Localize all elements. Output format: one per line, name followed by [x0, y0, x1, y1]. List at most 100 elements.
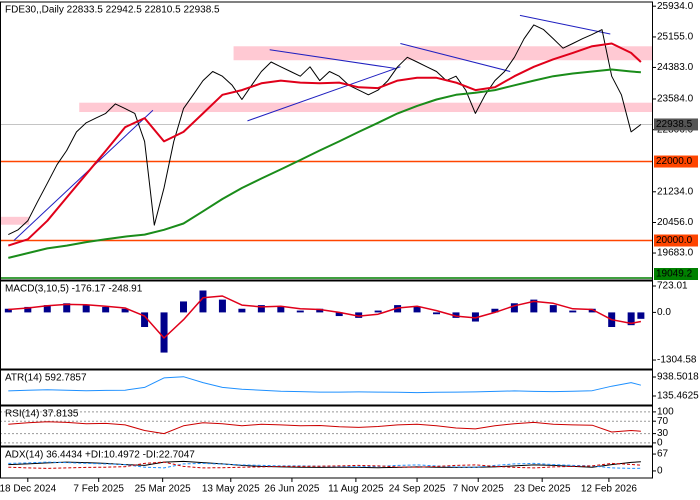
y-tick-label: 938.5018 [657, 372, 699, 383]
histogram-bar [4, 308, 12, 313]
histogram-bar [588, 308, 596, 313]
pane-frame [0, 405, 653, 447]
zone [79, 102, 652, 113]
histogram-bar [121, 308, 129, 313]
histogram-bar [433, 312, 441, 315]
pane [8, 376, 642, 394]
histogram-bar [257, 305, 265, 313]
pane-frame [0, 280, 653, 370]
pane-frame [0, 1, 653, 281]
x-tick-label: 11 Aug 2025 [328, 484, 384, 495]
histogram-bar [160, 312, 168, 353]
y-tick-label: 25934.0 [657, 1, 694, 12]
y-tick-label: 25155.0 [657, 32, 694, 43]
trend-line [400, 42, 511, 72]
y-tick-label: 0 [657, 438, 663, 449]
y-tick-label: 67 [657, 449, 669, 460]
pane [0, 411, 652, 444]
series-line [8, 461, 641, 469]
y-tick-label: 0.0 [657, 307, 671, 318]
level-label-box [654, 268, 698, 280]
x-tick-label: 12 Feb 2026 [581, 484, 638, 495]
histogram-bar [569, 310, 577, 313]
x-tick-label: 18 Dec 2024 [0, 484, 57, 495]
histogram-bar [199, 290, 207, 313]
histogram-bar [82, 305, 90, 313]
histogram-bar [180, 301, 188, 313]
last-price-label: 22938.5 [656, 119, 693, 130]
histogram-bar [510, 303, 518, 313]
level-label: 22000.0 [656, 156, 693, 167]
level-label-box [654, 234, 698, 247]
pane-title: ATR(14) 592.7857 [5, 373, 87, 384]
x-tick-label: 26 Jun 2025 [264, 484, 319, 495]
zone [0, 216, 30, 225]
pane-title: MACD(3,10,5) -176.17 -248.91 [5, 284, 143, 295]
pane-title: ADX(14) 36.4434 +DI:10.4972 -DI:22.7047 [5, 450, 195, 461]
y-tick-label: 30 [657, 428, 669, 439]
trend-line [269, 49, 395, 69]
x-tick-label: 23 Dec 2025 [514, 484, 571, 495]
x-tick-label: 25 Mar 2025 [135, 484, 192, 495]
level-label: 19049.2 [656, 269, 693, 280]
histogram-bar [218, 299, 226, 313]
histogram-bar [102, 306, 110, 313]
level-label: 20000.0 [656, 235, 693, 246]
pane-frame [0, 446, 653, 479]
y-tick-label: -1304.58 [657, 355, 697, 366]
histogram-bar [355, 312, 363, 318]
histogram-bar [637, 312, 645, 319]
y-tick-label: 24383.0 [657, 62, 694, 73]
histogram-bar [452, 312, 460, 318]
histogram-bar [296, 310, 304, 313]
trend-line [247, 66, 401, 122]
histogram-bar [24, 306, 32, 313]
x-tick-label: 13 May 2025 [202, 484, 260, 495]
series-line [7, 42, 642, 247]
histogram-bar [316, 308, 324, 313]
histogram-bar [238, 308, 246, 313]
y-tick-label: 70 [657, 416, 669, 427]
x-tick-label: 7 Feb 2025 [73, 484, 124, 495]
y-tick-label: 100 [657, 407, 674, 418]
pane [8, 460, 641, 469]
trend-line [13, 109, 154, 241]
y-tick-label: 21234.0 [657, 186, 694, 197]
series-line [8, 295, 642, 339]
histogram-bar [491, 308, 499, 313]
histogram-bar [43, 305, 51, 313]
y-tick-label: 135.4625 [657, 391, 699, 402]
histogram-bar [63, 303, 71, 313]
histogram-bar [471, 312, 479, 322]
zone [233, 46, 652, 61]
histogram-bar [627, 312, 635, 326]
histogram-bar [374, 310, 382, 313]
histogram-bar [549, 305, 557, 313]
x-tick-label: 24 Sep 2025 [389, 484, 446, 495]
histogram-bar [530, 299, 538, 313]
histogram-bar [277, 306, 285, 313]
trend-line [519, 14, 611, 35]
y-tick-label: 20456.0 [657, 217, 694, 228]
pane-title: FDE30,,Daily 22833.5 22942.5 22810.5 229… [5, 5, 220, 16]
pane [0, 14, 652, 279]
series-line [8, 24, 642, 236]
series-line [8, 460, 641, 469]
pane-frame [0, 369, 653, 406]
pane [4, 290, 645, 353]
series-line [8, 376, 642, 394]
histogram-bar [413, 306, 421, 313]
pane-title: RSI(14) 37.8135 [5, 409, 79, 420]
x-tick-label: 7 Nov 2025 [453, 484, 505, 495]
y-tick-label: 19683.0 [657, 248, 694, 259]
level-label-box [654, 155, 698, 168]
y-tick-label: 0 [657, 466, 663, 477]
y-tick-label: 23584.0 [657, 94, 694, 105]
histogram-bar [335, 312, 343, 317]
series-line [8, 421, 641, 435]
last-price-box [654, 118, 698, 131]
histogram-bar [141, 312, 149, 328]
y-tick-label: 723.01 [657, 281, 688, 292]
